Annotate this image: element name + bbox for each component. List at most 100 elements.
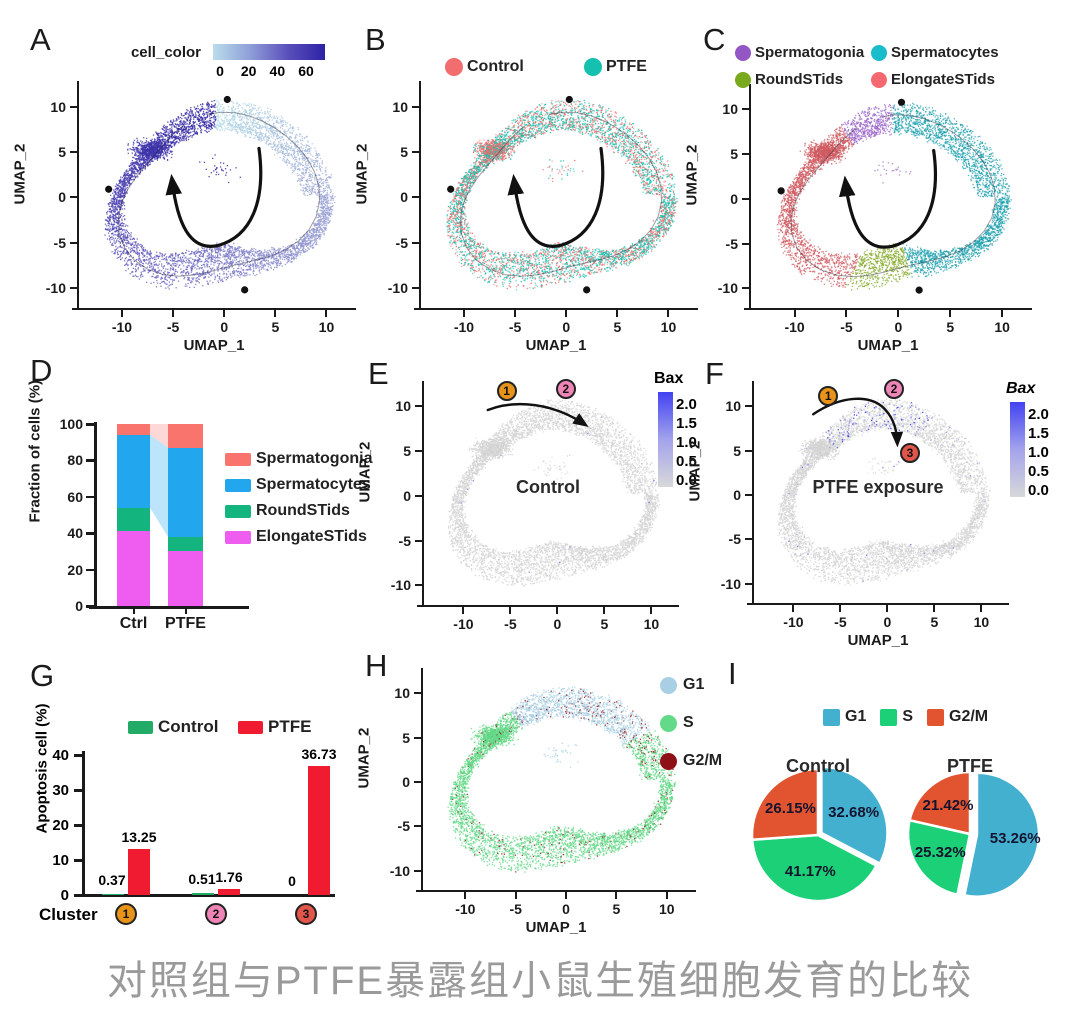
panel-letter: G [30,658,55,693]
y-tick [74,788,82,792]
bar-segment-ElongateSTids [117,531,150,606]
bar-segment-Spermatogonia [117,424,150,435]
x-tick-label: -5 [840,319,853,335]
bar-segment-RoundSTids [168,536,203,552]
umap-point-cloud [750,88,1026,308]
x-tick [792,605,795,612]
x-axis-title: UMAP_1 [525,337,587,354]
x-axis-title: UMAP_1 [183,337,245,354]
legend-label: ElongateSTids [891,71,995,88]
legend-label: G2/M [949,708,989,725]
x-category-label: Ctrl [119,615,148,632]
x-axis-line [89,606,249,609]
x-tick-label: 10 [660,319,677,335]
legend-swatch-icon [927,708,945,726]
y-tick-label: -5 [53,234,66,251]
y-tick-label: 10 [725,398,741,415]
trajectory-arrow [838,149,938,249]
y-tick-label: 0 [403,487,411,504]
x-tick [509,607,512,614]
colorbar-tick-label: 20 [240,63,257,79]
bar-segment-Spermatocytes [168,447,203,537]
legend-label: Spermatocytes [256,476,371,493]
legend-item-Control: Control [128,717,218,737]
bar-ptfe [218,888,240,895]
panel-a-pseudotime-umap: A 10 5 0 -5 -10 -10 -5 0 5 10 UMAP_2 UMAP_1 cell_colo… [12,22,357,353]
x-tick [223,310,226,317]
x-tick-label: -10 [453,319,475,335]
umap-overlay [447,95,663,294]
pie-slice-label: 32.68% [828,804,880,822]
y-tick-label: 40 [67,525,83,542]
bar-ptfe [308,766,330,895]
legend-swatch-icon [238,720,263,734]
y-tick [745,493,752,496]
plot-center-title: Control [516,477,580,498]
pie-slice-G2/M [908,770,972,836]
legend-label: S [902,708,914,725]
y-axis-title: Fraction of cells (%) [26,379,44,523]
y-tick [86,459,94,462]
pie-legend: G1 S G2/M [823,708,988,726]
branch-point-dot [565,95,573,104]
y-tick [86,495,94,499]
panel-e-bax-control-umap: E 10 5 0 -5 -10 -10 -5 0 5 10 UMAP_2 1 2 Control Bax 2.0… [352,350,702,652]
plot-area: 10 5 0 -5 -10 -10 -5 0 5 10 UMAP_2 UMAP_1 [354,81,698,353]
umap-point-cloud [753,385,1003,603]
x-tick [1001,310,1004,317]
legend-item-Control: Control [445,58,524,76]
colorbar-tick-label: 40 [269,63,286,79]
x-tick [603,607,606,614]
colorbar-tick-label: 1.5 [1028,425,1049,442]
y-tick-label: 10 [394,685,410,702]
umap-point-cloud [420,85,692,308]
x-tick-label: -5 [508,319,522,335]
y-axis-title: UMAP_2 [683,144,701,206]
legend-item-Spermatogonia: Spermatogonia [225,450,372,468]
x-tick [845,310,848,317]
y-tick [74,893,82,897]
y-tick-label: 5 [733,442,741,459]
y-tick-label: -10 [389,862,410,879]
umap-overlay [486,402,589,427]
y-tick [86,423,94,426]
x-tick [325,310,328,317]
legend-swatch-icon [225,478,251,492]
y-tick-label: -5 [398,532,411,549]
x-tick [665,892,668,899]
x-tick [120,310,123,317]
ribbon-overlay [150,424,168,537]
legend-item-Spermatogonia: Spermatogonia [735,44,864,61]
pie-slice-G2/M [750,767,820,842]
colorbar-tick-label: 60 [298,63,314,79]
legend-label: G1 [683,676,705,693]
y-tick [745,405,752,408]
colorbar-gradient [213,44,325,60]
legend-label: G1 [845,708,867,725]
x-tick-label: 0 [883,614,892,630]
legend-swatch-icon [445,58,463,76]
x-category-label: PTFE [165,615,206,632]
colorbar-tick-label: 2.0 [1028,406,1049,423]
panel-letter: C [703,22,726,57]
y-tick [415,450,422,453]
pie-title: Control [786,756,850,776]
ribbon-Spermatogonia [150,424,168,448]
y-tick-label: 0 [402,773,410,790]
pie-slice-label: 26.15% [765,800,816,818]
legend-item-PTFE: PTFE [584,58,647,76]
x-tick-label: 5 [612,901,621,917]
x-tick-label: 5 [613,319,622,335]
y-tick [742,153,749,156]
legend-label: Control [158,717,219,736]
y-tick-label: 5 [403,443,411,460]
x-tick [793,310,796,317]
x-tick [556,607,559,614]
x-axis-title: UMAP_1 [847,632,909,649]
y-tick [415,494,422,497]
y-tick [414,736,421,739]
panel-letter: H [365,648,388,683]
cluster-marker-2: 2 [883,378,904,399]
legend-item-G1: G1 [660,676,704,694]
x-axis-line [80,894,335,897]
